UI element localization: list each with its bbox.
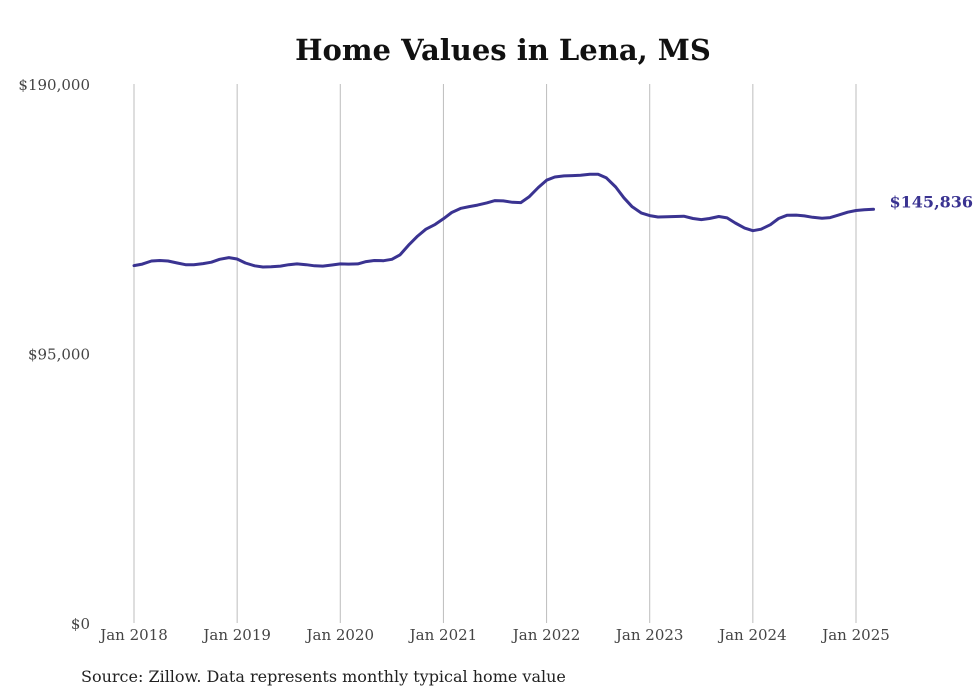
x-tick-label: Jan 2019 (201, 626, 271, 644)
x-tick-label: Jan 2025 (820, 626, 890, 644)
x-tick-label: Jan 2021 (408, 626, 478, 644)
x-axis-ticks: Jan 2018 Jan 2019 Jan 2020 Jan 2021 Jan 2022… (98, 626, 890, 644)
x-tick-label: Jan 2024 (717, 626, 787, 644)
x-tick-label: Jan 2022 (511, 626, 581, 644)
home-value-line (132, 172, 875, 269)
y-axis-ticks: $0 $95,000 $190,000 (18, 76, 90, 633)
chart-title: Home Values in Lena, MS (295, 33, 711, 67)
x-tick-label: Jan 2020 (305, 626, 375, 644)
x-tick-label: Jan 2023 (614, 626, 684, 644)
gridlines (133, 84, 857, 623)
y-tick-label: $95,000 (28, 346, 90, 364)
y-tick-label: $0 (71, 615, 90, 633)
source-note: Source: Zillow. Data represents monthly … (81, 667, 566, 686)
y-tick-label: $190,000 (18, 76, 90, 94)
x-tick-label: Jan 2018 (98, 626, 168, 644)
latest-value-label: $145,836 (890, 192, 974, 211)
